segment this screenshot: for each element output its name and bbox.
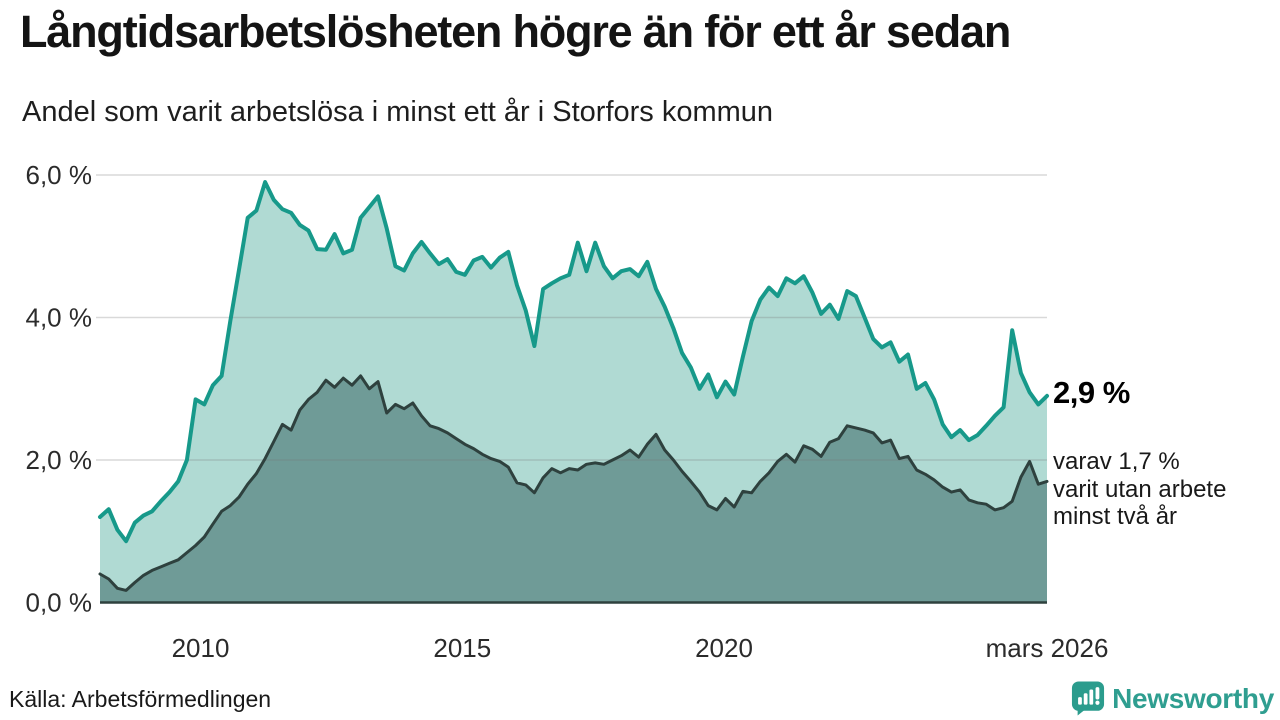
x-tick-label: 2010	[172, 633, 230, 663]
y-tick-label: 4,0 %	[26, 303, 93, 333]
breakdown-annotation: varav 1,7 % varit utan arbete minst två …	[1053, 448, 1226, 531]
area-fill-min-two-years	[100, 375, 1047, 603]
y-tick-label: 0,0 %	[26, 588, 93, 618]
source-attribution: Källa: Arbetsförmedlingen	[9, 686, 272, 712]
breakdown-line-1: varav 1,7 %	[1053, 448, 1180, 475]
line-min-two-years	[98, 374, 1049, 592]
y-tick-label: 6,0 %	[26, 160, 93, 190]
line-min-one-year	[98, 180, 1049, 544]
y-tick-label: 2,0 %	[26, 445, 93, 475]
breakdown-line-2: varit utan arbete	[1053, 475, 1227, 503]
latest-value-label: 2,9 %	[1053, 375, 1130, 410]
page-title: Långtidsarbetslösheten högre än för ett …	[20, 6, 1011, 57]
newsworthy-logo-text: Newsworthy	[1112, 682, 1274, 714]
breakdown-line-3: minst två år	[1053, 503, 1178, 530]
newsworthy-logo: Newsworthy	[1071, 680, 1274, 717]
chart-subtitle: Andel som varit arbetslösa i minst ett å…	[22, 96, 774, 128]
x-tick-label: 2020	[695, 633, 753, 663]
x-tick-label: 2015	[433, 633, 491, 663]
x-tick-label: mars 2026	[986, 633, 1109, 663]
newsworthy-logo-icon	[1072, 681, 1105, 716]
